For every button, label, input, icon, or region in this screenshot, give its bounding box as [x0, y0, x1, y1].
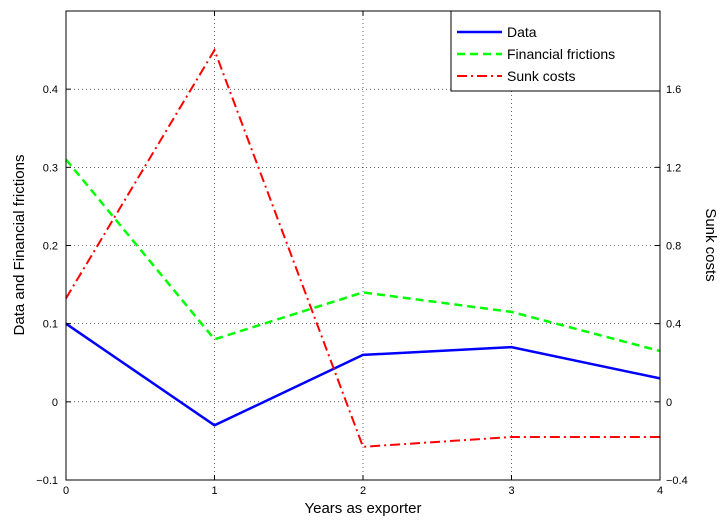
right-y-axis-label: Sunk costs	[702, 208, 719, 281]
grid-lines	[66, 11, 660, 480]
x-tick-label: 0	[63, 485, 69, 497]
legend-label-financial-frictions: Financial frictions	[507, 46, 615, 62]
left-y-tick-label: 0.4	[43, 84, 58, 96]
axis-ticks: 0 1 2 3 4 −0.1 0 0.1 0.2 0.3 0.4 −0.4 0 0.4 0.8 1.2 1.6	[36, 11, 688, 497]
left-y-tick-label: −0.1	[36, 475, 58, 487]
legend-box	[450, 10, 661, 92]
legend-label-data: Data	[507, 24, 537, 40]
right-y-tick-label: 1.2	[666, 162, 681, 174]
x-axis-label: Years as exporter	[304, 500, 421, 517]
x-tick-label: 4	[657, 485, 663, 497]
x-tick-label: 2	[360, 485, 366, 497]
left-y-tick-label: 0	[52, 397, 58, 409]
right-y-tick-label: 0	[666, 397, 672, 409]
legend-label-sunk-costs: Sunk costs	[507, 68, 575, 84]
series-line-financial-frictions	[65, 158, 661, 353]
x-tick-label: 3	[508, 485, 514, 497]
x-tick-label: 1	[211, 485, 217, 497]
left-y-tick-label: 0.1	[43, 319, 58, 331]
right-y-tick-label: 0.4	[666, 319, 681, 331]
left-y-tick-label: 0.3	[43, 162, 58, 174]
series-lines	[65, 47, 661, 448]
right-y-tick-label: −0.4	[666, 475, 688, 487]
series-line-data	[65, 322, 661, 427]
left-y-tick-label: 0.2	[43, 241, 58, 253]
right-y-tick-label: 0.8	[666, 241, 681, 253]
left-y-axis-label: Data and Financial frictions	[11, 155, 28, 336]
right-y-tick-label: 1.6	[666, 84, 681, 96]
legend: Data Financial frictions Sunk costs	[450, 10, 661, 92]
